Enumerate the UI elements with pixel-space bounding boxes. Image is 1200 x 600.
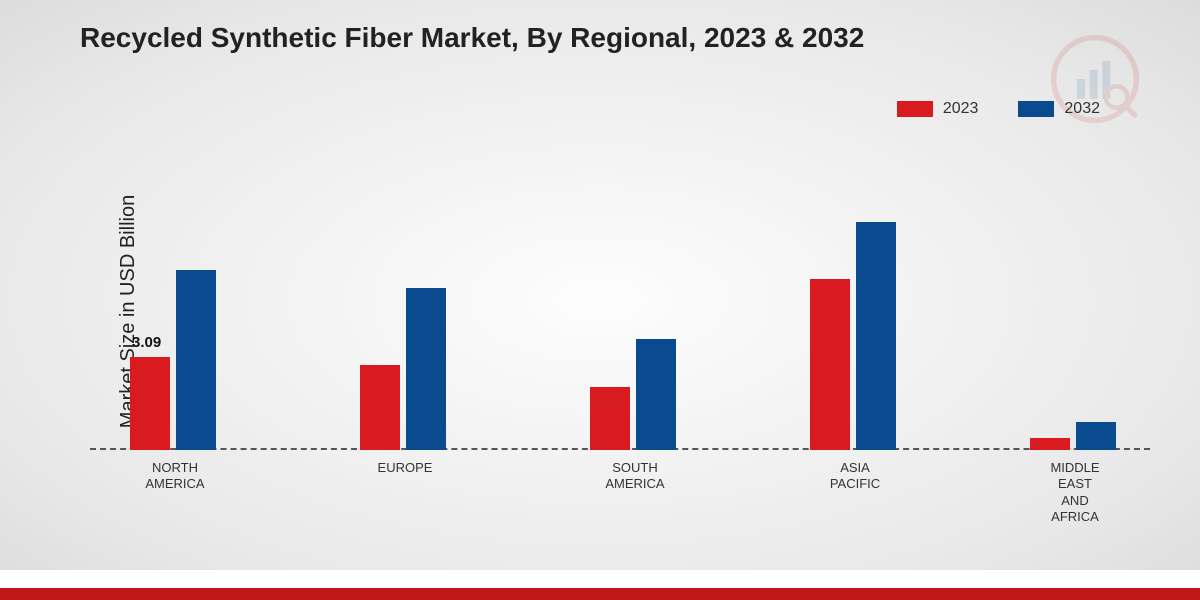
bar-2032	[636, 339, 676, 450]
bar-2023	[130, 357, 170, 450]
footer-bar	[0, 588, 1200, 600]
legend-swatch-2032	[1018, 101, 1054, 117]
bar-2032	[406, 288, 446, 450]
x-axis-label: ASIA PACIFIC	[795, 450, 915, 493]
bar-group: MIDDLE EAST AND AFRICA	[1030, 422, 1116, 451]
legend-label-2023: 2023	[943, 100, 979, 118]
bar-2032	[856, 222, 896, 450]
bar-2023	[1030, 438, 1070, 450]
bar-2032	[1076, 422, 1116, 451]
x-axis-label: MIDDLE EAST AND AFRICA	[1015, 450, 1135, 525]
bar-2032	[176, 270, 216, 450]
plot-area: NORTH AMERICA EUROPE SOUTH AMERICA ASIA PAC…	[90, 150, 1150, 450]
legend-item-2023: 2023	[897, 100, 979, 118]
value-label: 3.09	[132, 334, 161, 351]
bar-2023	[360, 365, 400, 451]
bar-group: EUROPE	[360, 288, 446, 450]
bar-2023	[810, 279, 850, 450]
x-axis-label: SOUTH AMERICA	[575, 450, 695, 493]
bar-group: ASIA PACIFIC	[810, 222, 896, 450]
legend-item-2032: 2032	[1018, 100, 1100, 118]
legend-label-2032: 2032	[1064, 100, 1100, 118]
chart-title: Recycled Synthetic Fiber Market, By Regi…	[80, 22, 864, 54]
legend-swatch-2023	[897, 101, 933, 117]
x-axis-label: EUROPE	[345, 450, 465, 476]
x-axis-label: NORTH AMERICA	[115, 450, 235, 493]
bar-group: SOUTH AMERICA	[590, 339, 676, 450]
bar-group: NORTH AMERICA	[130, 270, 216, 450]
footer-white-strip	[0, 570, 1200, 588]
legend: 2023 2032	[897, 100, 1100, 118]
bar-2023	[590, 387, 630, 450]
